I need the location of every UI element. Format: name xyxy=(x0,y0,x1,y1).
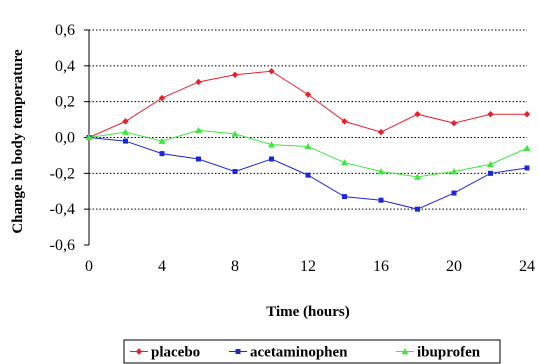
data-point-placebo xyxy=(122,118,129,125)
data-point-placebo xyxy=(158,94,166,102)
y-tick-labels: 0,6 0,4 0,2 0,0 -0,2 -0,4 -0,6 xyxy=(50,22,75,254)
data-point-placebo xyxy=(231,71,239,78)
legend-marker-acetaminophen xyxy=(235,349,241,354)
data-point-ibuprofen xyxy=(414,173,421,180)
data-point-acetaminophen xyxy=(378,197,384,203)
y-tick-label: 0,0 xyxy=(55,130,75,147)
x-axis-title: Time (hours) xyxy=(266,304,349,320)
data-point-placebo xyxy=(487,111,494,118)
y-axis-title: Change in body temperature xyxy=(10,49,26,234)
y-tick-label: 0,4 xyxy=(55,58,75,75)
data-point-ibuprofen xyxy=(377,168,385,175)
data-point-placebo xyxy=(523,111,531,118)
x-tick-label: 12 xyxy=(300,258,316,275)
data-point-ibuprofen xyxy=(487,160,494,168)
data-point-acetaminophen xyxy=(451,190,457,196)
data-point-placebo xyxy=(450,119,458,127)
y-tick-label: 0,6 xyxy=(55,22,75,39)
data-point-acetaminophen xyxy=(159,151,165,157)
x-tick-label: 24 xyxy=(519,258,535,275)
data-point-placebo xyxy=(414,111,421,118)
legend-marker-ibuprofen xyxy=(401,348,409,355)
data-point-acetaminophen xyxy=(305,172,311,178)
series-group xyxy=(85,68,531,212)
x-tick-label: 8 xyxy=(231,258,239,275)
data-point-ibuprofen xyxy=(450,168,458,175)
data-point-acetaminophen xyxy=(524,165,530,171)
legend-label-placebo: placebo xyxy=(151,345,200,361)
data-point-placebo xyxy=(195,78,202,86)
data-point-ibuprofen xyxy=(304,142,312,150)
y-tick-label: -0,6 xyxy=(50,237,75,254)
y-tick-label: 0,2 xyxy=(55,94,75,111)
data-point-acetaminophen xyxy=(488,170,493,176)
x-tick-labels: 0 4 8 12 16 20 24 xyxy=(85,258,535,275)
data-point-ibuprofen xyxy=(122,128,129,135)
y-tick-label: -0,2 xyxy=(50,165,75,182)
data-point-placebo xyxy=(304,91,312,98)
series-line-placebo xyxy=(88,70,527,138)
data-point-ibuprofen xyxy=(195,126,202,134)
data-point-acetaminophen xyxy=(123,138,128,144)
data-point-acetaminophen xyxy=(415,206,420,212)
gridlines xyxy=(89,29,527,210)
legend-box xyxy=(123,339,501,364)
data-point-ibuprofen xyxy=(523,144,531,152)
data-point-ibuprofen xyxy=(231,130,239,137)
legend-label-acetaminophen: acetaminophen xyxy=(250,345,348,361)
data-point-ibuprofen xyxy=(85,134,93,141)
x-tick-label: 20 xyxy=(446,258,462,275)
data-point-ibuprofen xyxy=(268,141,275,148)
data-point-placebo xyxy=(377,128,385,136)
series-ibuprofen xyxy=(85,126,531,180)
data-point-placebo xyxy=(268,68,275,75)
data-point-acetaminophen xyxy=(269,156,274,162)
data-point-placebo xyxy=(341,118,348,125)
data-point-acetaminophen xyxy=(342,194,347,200)
y-tick-label: -0,4 xyxy=(50,201,75,218)
legend: placebo acetaminophen ibuprofen xyxy=(123,339,501,364)
series-placebo xyxy=(85,68,531,141)
data-point-acetaminophen xyxy=(196,156,201,162)
data-point-acetaminophen xyxy=(232,169,238,175)
data-point-ibuprofen xyxy=(158,137,166,144)
legend-label-ibuprofen: ibuprofen xyxy=(417,345,481,361)
legend-marker-placebo xyxy=(135,348,143,355)
data-point-ibuprofen xyxy=(341,159,348,166)
x-tick-label: 16 xyxy=(373,258,389,275)
x-tick-label: 0 xyxy=(85,258,93,275)
x-tick-label: 4 xyxy=(158,258,166,275)
